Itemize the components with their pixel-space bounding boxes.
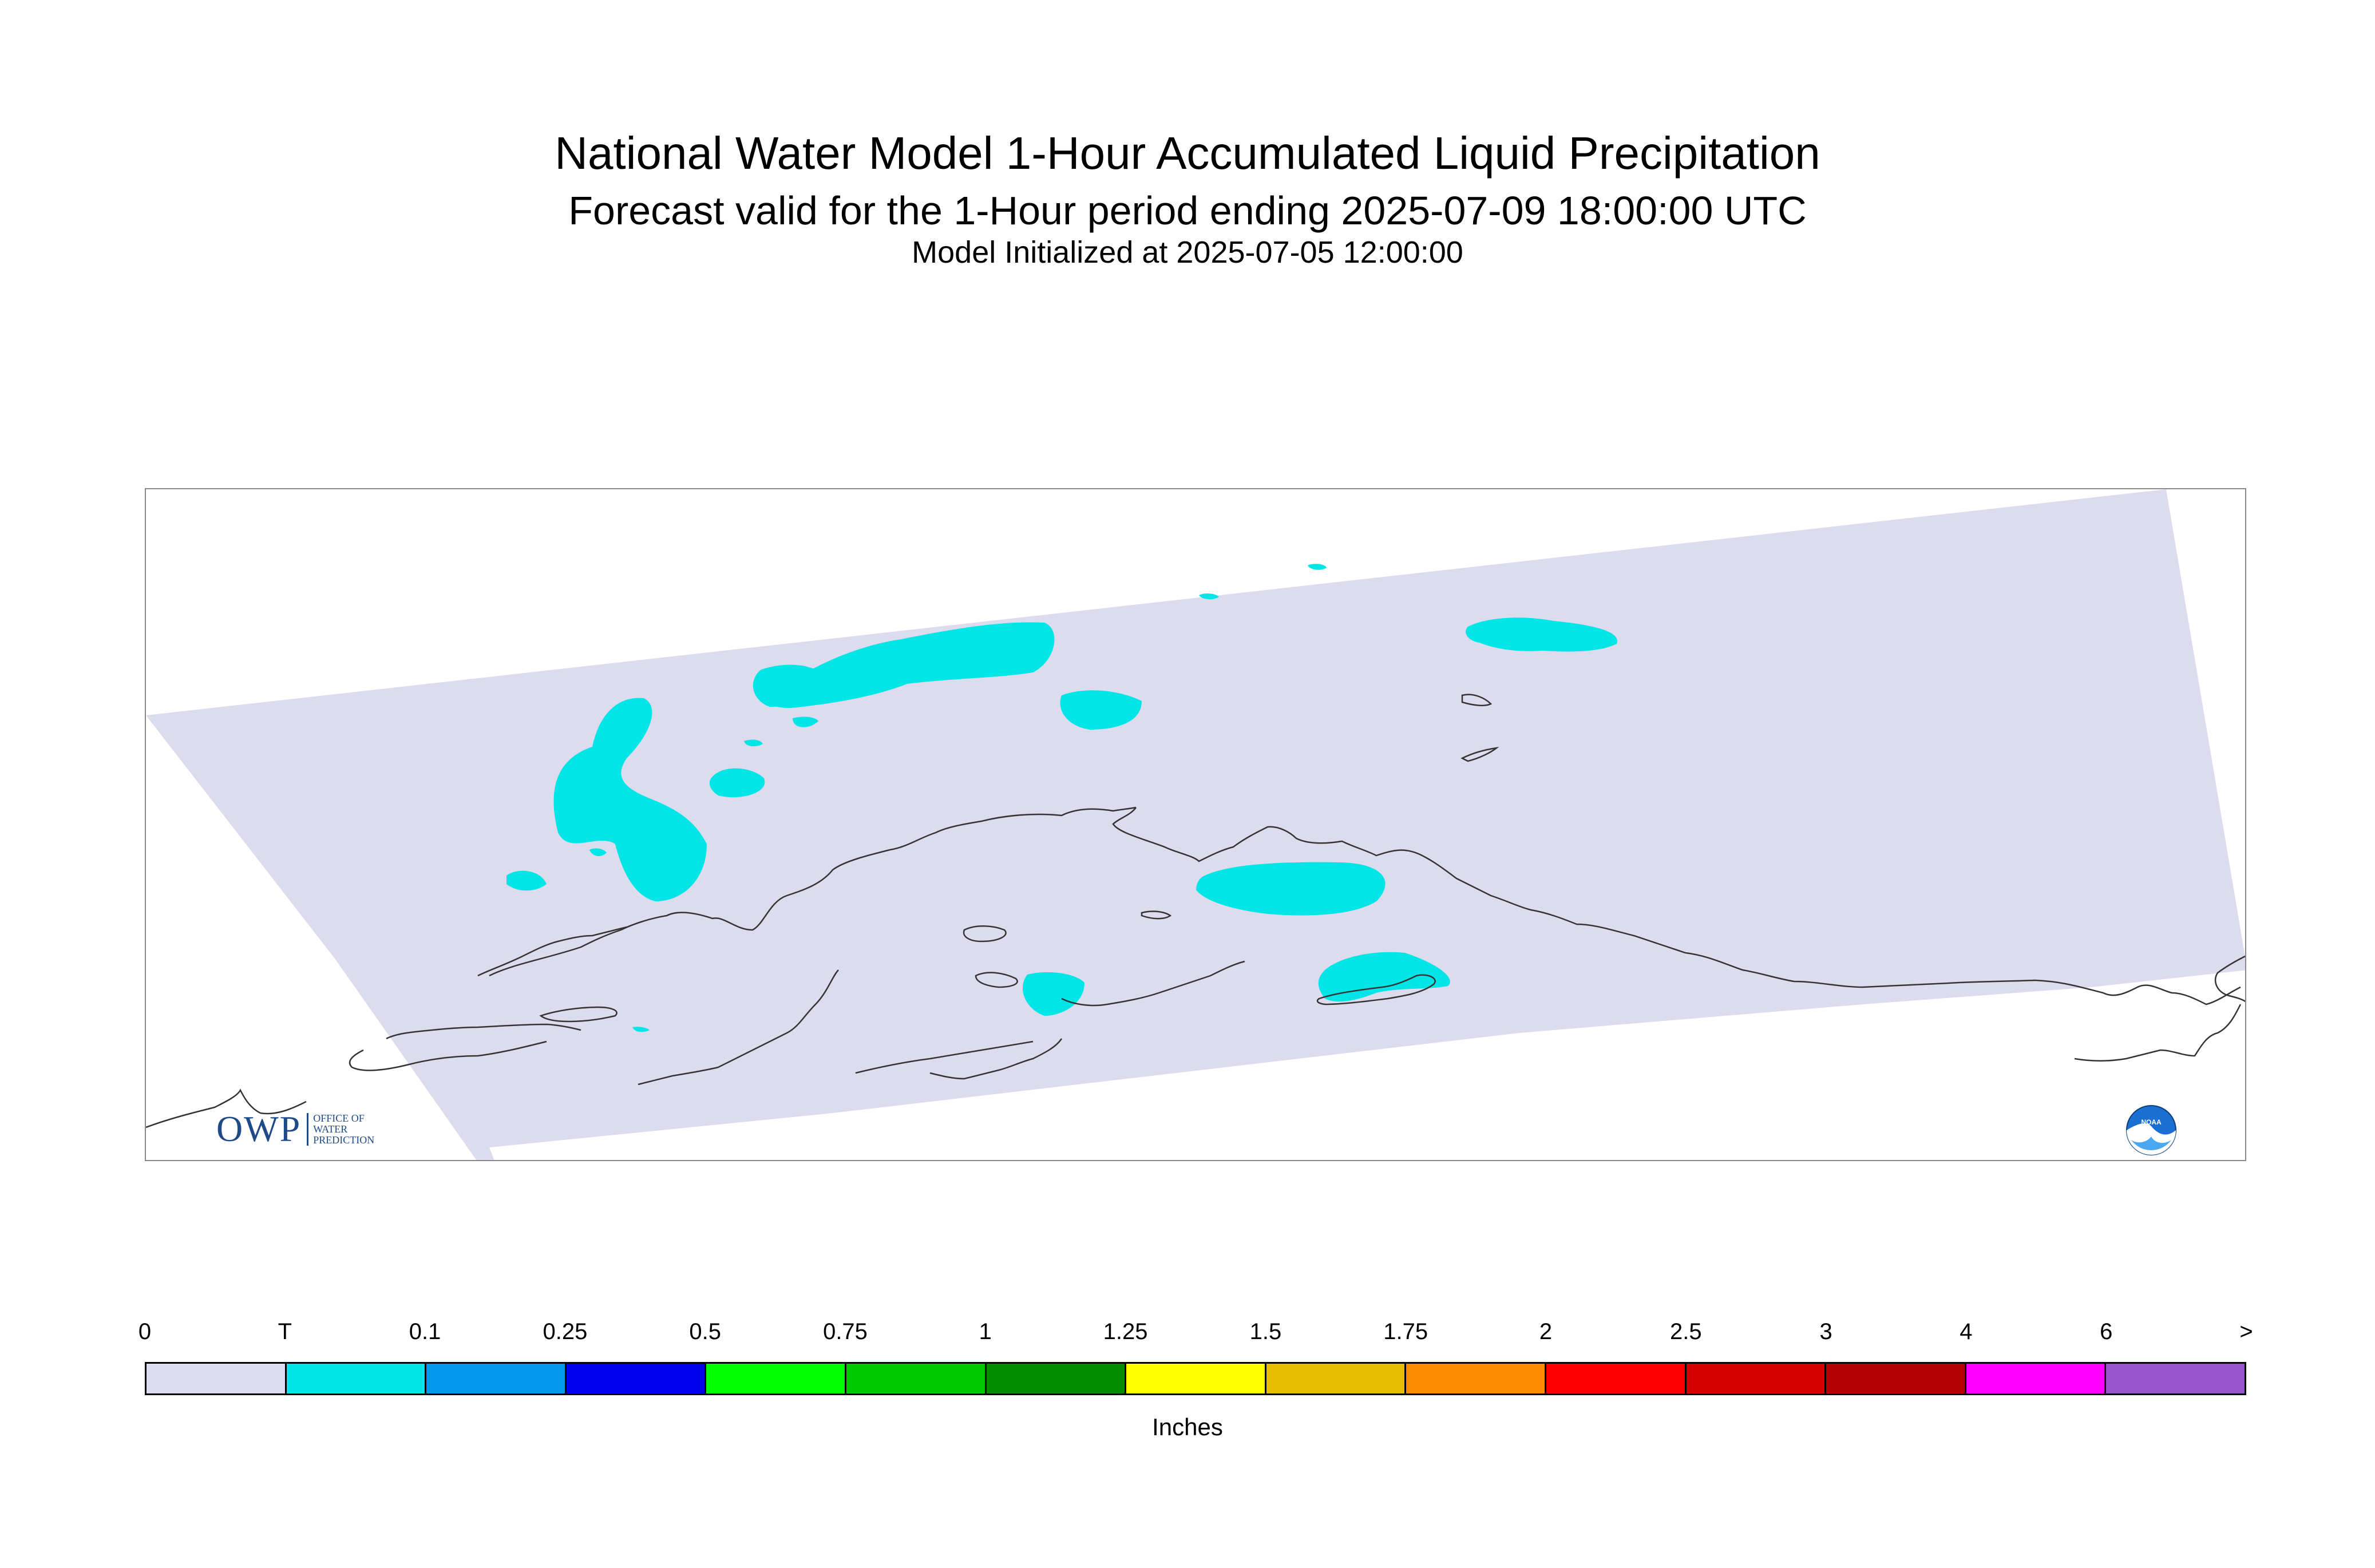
forecast-valid-subtitle: Forecast valid for the 1-Hour period end… xyxy=(568,188,1807,233)
nunivak-island xyxy=(963,925,1007,943)
legend-swatch xyxy=(706,1364,846,1393)
legend-swatch xyxy=(986,1364,1127,1393)
legend-tick-label: 0.5 xyxy=(689,1319,721,1344)
alaska-northern-peninsula xyxy=(2074,1004,2242,1062)
siberia-inner-coast xyxy=(349,1040,547,1071)
legend-tick-label: 4 xyxy=(1960,1319,1973,1344)
owp-logo-subtext: OFFICE OF WATER PREDICTION xyxy=(307,1112,375,1146)
kodiak-island xyxy=(1316,974,1436,1005)
legend-swatch xyxy=(1406,1364,1546,1393)
alaska-interior-coast xyxy=(1112,807,2241,1005)
map-title: National Water Model 1-Hour Accumulated … xyxy=(555,128,1820,179)
legend-swatch xyxy=(147,1364,287,1393)
legend-tick-label: > xyxy=(2239,1319,2253,1344)
precip-area xyxy=(793,716,818,727)
aleutian-chain xyxy=(855,1040,1034,1074)
precip-area xyxy=(753,664,827,707)
precip-area xyxy=(709,768,765,798)
legend-tick-label: 2.5 xyxy=(1669,1319,1702,1344)
legend-tick-label: 6 xyxy=(2100,1319,2113,1344)
precipitation-map xyxy=(145,488,2246,1161)
legend-tick-label: 0.75 xyxy=(823,1319,868,1344)
st-lawrence-island xyxy=(539,1006,618,1023)
legend-tick-label: 1.75 xyxy=(1383,1319,1428,1344)
legend-tick-label: T xyxy=(278,1319,292,1344)
precip-legend: 0 T 0.1 0.25 0.5 0.75 1 1.25 1.5 1.75 2 2.5 3 4 6 > xyxy=(138,1319,2253,1395)
owp-sub-line: WATER xyxy=(313,1123,348,1135)
coastlines xyxy=(146,694,2245,1129)
precip-area xyxy=(744,739,763,747)
legend-tick-label: 1.5 xyxy=(1249,1319,1282,1344)
legend-tick-label: 1 xyxy=(979,1319,992,1344)
siberia-peninsula xyxy=(386,1023,581,1040)
precipitation-areas xyxy=(506,564,1617,1032)
precip-area xyxy=(1199,593,1219,600)
model-domain xyxy=(146,489,2245,1160)
precip-area xyxy=(1318,952,1450,1002)
legend-swatch xyxy=(1686,1364,1827,1393)
siberia-coast xyxy=(146,1088,307,1129)
precip-area xyxy=(589,848,607,857)
north-islands xyxy=(1461,694,1493,707)
legend-tick-label: 0 xyxy=(138,1319,152,1344)
bering-island-small xyxy=(1141,910,1172,920)
alaska-bristol-bay xyxy=(1061,960,1245,1007)
far-east-coast xyxy=(2214,955,2245,1003)
precip-area xyxy=(553,698,707,901)
precip-area xyxy=(506,870,547,891)
model-init-subtitle: Model Initialized at 2025-07-05 12:00:00 xyxy=(912,235,1463,270)
legend-swatch xyxy=(2106,1364,2245,1393)
precip-area xyxy=(1060,690,1142,730)
noaa-logo-icon: NOAA xyxy=(2126,1105,2176,1155)
legend-swatch xyxy=(1126,1364,1266,1393)
legend-tick-label: 0.1 xyxy=(409,1319,441,1344)
map-canvas xyxy=(146,489,2245,1160)
legend-tick-label: 3 xyxy=(1819,1319,1832,1344)
precip-area xyxy=(1466,617,1617,652)
legend-swatch xyxy=(286,1364,427,1393)
owp-sub-line: OFFICE OF xyxy=(313,1112,365,1124)
legend-tick-label: 0.25 xyxy=(543,1319,588,1344)
owp-sub-line: PREDICTION xyxy=(313,1134,375,1146)
alaska-inland-line xyxy=(638,969,839,1086)
precip-area xyxy=(1196,862,1386,916)
precip-area xyxy=(764,622,1055,708)
alaska-southwest-coast xyxy=(929,1038,1063,1080)
alaska-west-coast xyxy=(489,806,1137,977)
legend-swatch xyxy=(426,1364,567,1393)
legend-swatch xyxy=(1546,1364,1687,1393)
legend-swatch xyxy=(1966,1364,2107,1393)
legend-units-label: Inches xyxy=(1152,1413,1223,1440)
north-islands-2 xyxy=(1460,747,1499,762)
chukotka-coast xyxy=(477,926,627,977)
legend-tick-label: 1.25 xyxy=(1103,1319,1148,1344)
legend-swatch xyxy=(1826,1364,1966,1393)
owp-logo-text: OWP xyxy=(216,1108,302,1149)
legend-swatch xyxy=(846,1364,987,1393)
legend-tick-label: 2 xyxy=(1539,1319,1553,1344)
pribilof-island xyxy=(975,972,1018,988)
precip-area xyxy=(1308,564,1327,570)
legend-swatch xyxy=(1266,1364,1407,1393)
owp-logo: OWP OFFICE OF WATER PREDICTION xyxy=(216,1108,375,1149)
legend-colorbar xyxy=(145,1362,2246,1395)
noaa-logo-text: NOAA xyxy=(2141,1118,2162,1126)
legend-swatch xyxy=(566,1364,707,1393)
precip-area xyxy=(1022,972,1084,1016)
precip-area xyxy=(632,1027,650,1032)
